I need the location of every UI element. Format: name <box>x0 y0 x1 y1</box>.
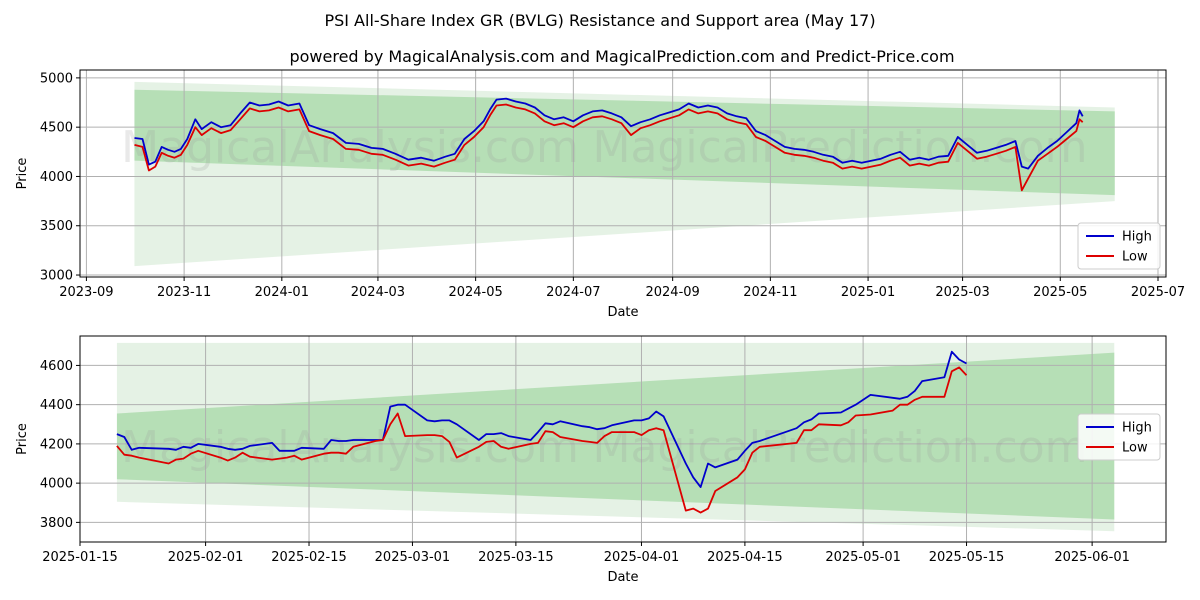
series-line-high <box>134 97 1084 170</box>
y-tick-label: 5000 <box>40 71 73 86</box>
y-tick-label: 4000 <box>40 477 73 492</box>
legend-label-low: Low <box>1122 250 1148 265</box>
x-tick-label: 2025-01 <box>841 285 895 300</box>
axes-frame <box>79 69 1167 278</box>
y-axis-label: Price <box>15 158 30 190</box>
legend-label-low: Low <box>1122 441 1148 456</box>
axes-frame <box>79 335 1167 543</box>
support-resistance-band <box>134 89 1115 196</box>
y-tick-label: 4000 <box>40 170 73 185</box>
y-tick-label: 4400 <box>40 398 73 413</box>
x-tick-label: 2025-05-01 <box>825 550 901 565</box>
x-tick-label: 2024-09 <box>645 285 699 300</box>
bottom-panel: MagicalAnalysis.com MagicalPrediction.com… <box>15 335 1167 585</box>
legend: High Low <box>1077 413 1161 461</box>
series-line-high <box>116 350 967 488</box>
series-line-low <box>116 366 968 514</box>
y-tick-label: 4200 <box>40 437 73 452</box>
x-tick-label: 2025-04-15 <box>707 550 783 565</box>
legend-box <box>1077 413 1161 461</box>
x-tick-label: 2025-03-01 <box>375 550 451 565</box>
plot-area: MagicalAnalysis.com MagicalPrediction.com <box>80 70 1166 277</box>
y-tick-label: 3800 <box>40 516 73 531</box>
x-tick-label: 2025-02-15 <box>271 550 347 565</box>
plot-area: MagicalAnalysis.com MagicalPrediction.com <box>80 336 1166 542</box>
x-tick-label: 2024-11 <box>743 285 797 300</box>
x-tick-label: 2025-03 <box>935 285 989 300</box>
x-tick-label: 2025-01-15 <box>42 550 118 565</box>
x-tick-label: 2025-06-01 <box>1054 550 1130 565</box>
x-tick-label: 2025-05-15 <box>929 550 1005 565</box>
x-tick-label: 2025-02-01 <box>168 550 244 565</box>
x-tick-label: 2025-03-15 <box>478 550 554 565</box>
support-resistance-band <box>116 352 1115 520</box>
y-tick-label: 3000 <box>40 269 73 284</box>
chart-subtitle: powered by MagicalAnalysis.com and Magic… <box>289 47 954 66</box>
series-line-low <box>134 103 1084 192</box>
chart-title: PSI All-Share Index GR (BVLG) Resistance… <box>324 11 875 30</box>
x-tick-label: 2024-01 <box>255 285 309 300</box>
x-tick-label: 2024-07 <box>546 285 600 300</box>
x-tick-label: 2025-04-01 <box>604 550 680 565</box>
legend-box <box>1077 222 1161 270</box>
x-tick-label: 2025-07 <box>1131 285 1185 300</box>
legend: High Low <box>1077 222 1161 270</box>
watermark: MagicalPrediction.com <box>593 422 1088 473</box>
watermark: MagicalAnalysis.com <box>121 122 579 173</box>
x-axis-label: Date <box>607 305 638 320</box>
x-axis-label: Date <box>607 570 638 585</box>
legend-label-high: High <box>1122 230 1152 245</box>
watermark: MagicalPrediction.com <box>593 122 1088 173</box>
x-tick-label: 2023-09 <box>59 285 113 300</box>
x-tick-label: 2024-03 <box>351 285 405 300</box>
x-tick-label: 2024-05 <box>448 285 502 300</box>
x-tick-label: 2025-05 <box>1033 285 1087 300</box>
y-tick-label: 3500 <box>40 219 73 234</box>
y-tick-label: 4600 <box>40 359 73 374</box>
y-axis-label: Price <box>15 423 30 455</box>
x-tick-label: 2023-11 <box>157 285 211 300</box>
top-panel: MagicalAnalysis.com MagicalPrediction.com… <box>15 69 1185 320</box>
y-tick-label: 4500 <box>40 121 73 136</box>
legend-label-high: High <box>1122 421 1152 436</box>
